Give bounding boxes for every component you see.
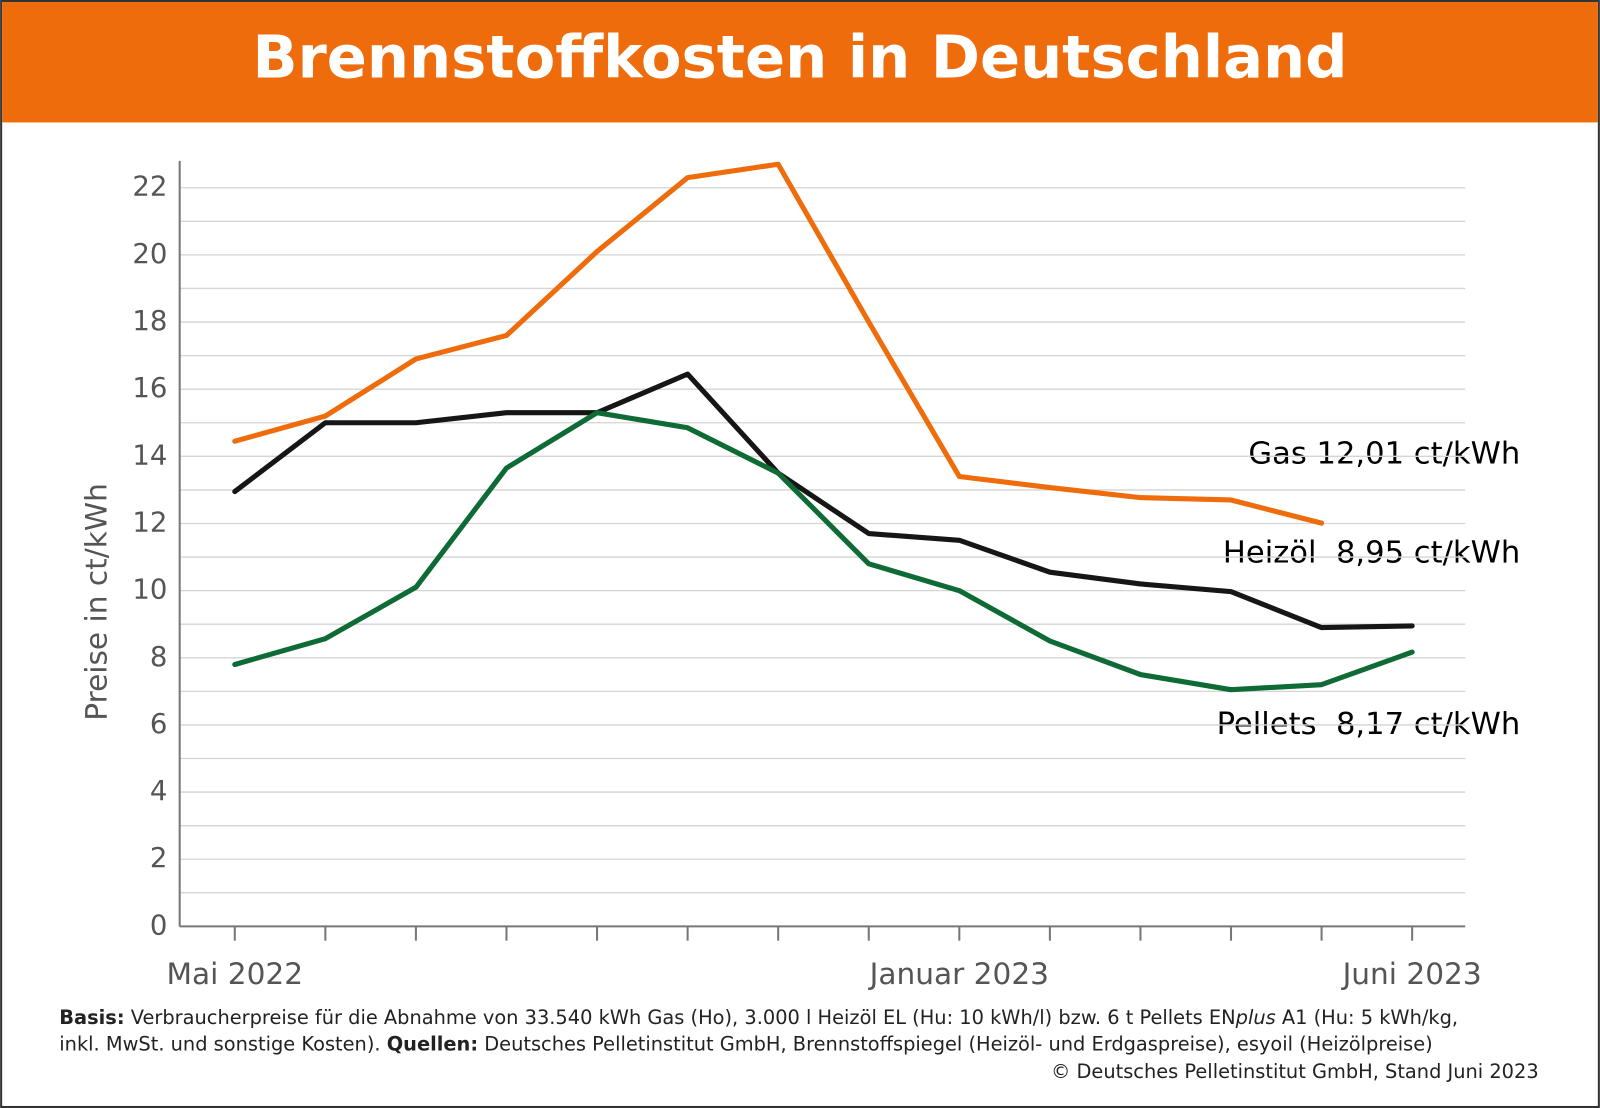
footnote-text: Deutsches Pelletinstitut GmbH, Brennstof… <box>478 1032 1433 1055</box>
y-tick-label: 22 <box>132 171 167 203</box>
footnote-text: inkl. MwSt. und sonstige Kosten). <box>59 1032 386 1055</box>
footnote-label: Basis: <box>59 1006 124 1029</box>
x-tick-label: Mai 2022 <box>167 957 304 991</box>
copyright: © Deutsches Pelletinstitut GmbH, Stand J… <box>1051 1060 1539 1083</box>
footnote: inkl. MwSt. und sonstige Kosten). Quelle… <box>59 1032 1432 1055</box>
y-tick-label: 14 <box>132 439 167 471</box>
annotation: Gas 12,01 ct/kWh <box>1248 437 1520 472</box>
header-band <box>2 2 1598 123</box>
annotation: Heizöl 8,95 ct/kWh <box>1223 536 1520 571</box>
y-tick-label: 2 <box>150 842 168 874</box>
footnote: Basis: Verbraucherpreise für die Abnahme… <box>59 1006 1458 1029</box>
footnote-text: Verbraucherpreise für die Abnahme von 33… <box>125 1006 1236 1029</box>
y-tick-label: 10 <box>132 574 167 606</box>
y-tick-label: 18 <box>132 305 167 337</box>
y-tick-label: 20 <box>132 238 167 270</box>
y-tick-label: 8 <box>150 641 168 673</box>
y-tick-label: 16 <box>132 372 167 404</box>
footnote-text: plus <box>1235 1006 1276 1029</box>
y-tick-label: 0 <box>150 909 168 941</box>
chart-title: Brennstoffkosten in Deutschland <box>252 22 1347 91</box>
y-tick-label: 6 <box>150 708 168 740</box>
footnote-text: A1 (Hu: 5 kWh/kg, <box>1276 1006 1458 1029</box>
series-line <box>232 410 1415 693</box>
series-line <box>232 161 1325 526</box>
series-line <box>232 371 1415 631</box>
x-tick-label: Januar 2023 <box>868 957 1049 991</box>
y-tick-label: 4 <box>150 775 168 807</box>
footnote-label: Quellen: <box>387 1032 478 1055</box>
x-tick-label: Juni 2023 <box>1341 957 1482 991</box>
y-axis-label: Preise in ct/kWh <box>80 483 114 721</box>
y-tick-label: 12 <box>132 506 167 538</box>
